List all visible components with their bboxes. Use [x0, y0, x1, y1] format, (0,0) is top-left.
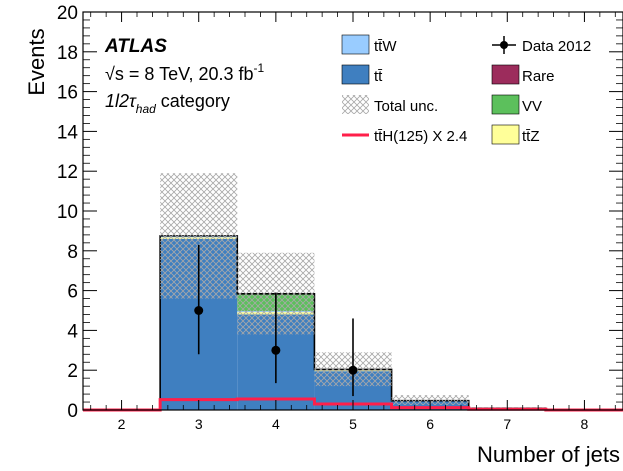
y-tick-label-10: 10 — [57, 202, 78, 223]
y-tick-label-16: 16 — [57, 83, 78, 104]
atlas-label: ATLAS — [104, 36, 167, 57]
legend-label-vv: VV — [522, 98, 542, 115]
data-point-5 — [348, 365, 358, 375]
lumi-exponent: -1 — [254, 61, 265, 75]
axes: 2 3 4 5 6 7 8 0 2 4 6 8 10 12 14 16 18 20 — [57, 3, 623, 432]
legend-marker-data — [500, 41, 508, 49]
data-point-3 — [194, 306, 204, 315]
x-tick-label-7: 7 — [503, 416, 511, 432]
legend-swatch-ttz — [491, 124, 520, 145]
y-tick-label-8: 8 — [67, 242, 78, 263]
x-axis-label: Number of jets — [477, 442, 620, 467]
energy-label: √s = 8 TeV, 20.3 fb-1 — [105, 61, 264, 84]
legend-swatch-vv — [491, 94, 520, 115]
x-tick-label-6: 6 — [426, 416, 434, 432]
data-point-4 — [271, 345, 281, 355]
y-tick-label-6: 6 — [67, 282, 78, 303]
legend-label-ttw: tt̄W — [374, 38, 397, 55]
legend-label-tth: tt̄H(125) X 2.4 — [374, 128, 467, 145]
y-axis-label: Events — [24, 28, 49, 95]
atlas-info: ATLAS √s = 8 TeV, 20.3 fb-1 1l2τhad cate… — [104, 36, 264, 116]
legend-swatch-ttw — [341, 34, 370, 55]
y-tick-label-20: 20 — [57, 3, 78, 24]
legend-label-unc: Total unc. — [374, 98, 438, 115]
legend-label-data: Data 2012 — [522, 38, 591, 55]
y-tick-label-14: 14 — [57, 122, 79, 143]
y-tick-label-2: 2 — [67, 361, 78, 382]
x-tick-label-3: 3 — [195, 416, 203, 432]
x-tick-label-4: 4 — [272, 416, 280, 432]
legend-swatch-rare — [491, 64, 520, 85]
y-tick-label-12: 12 — [57, 162, 78, 183]
legend-label-rare: Rare — [522, 68, 555, 85]
legend-swatch-ttbar — [341, 64, 370, 85]
legend-swatch-unc — [342, 95, 369, 114]
x-tick-label-5: 5 — [349, 416, 357, 432]
category-label: 1l2τhad category — [105, 91, 230, 116]
legend: tt̄W Data 2012 tt̄ Rare Total unc. VV tt… — [341, 34, 591, 145]
data-points — [194, 244, 358, 397]
y-tick-label-4: 4 — [67, 321, 78, 342]
x-tick-label-2: 2 — [118, 416, 126, 432]
legend-label-ttbar: tt̄ — [374, 68, 383, 85]
y-tick-label-0: 0 — [67, 401, 78, 422]
y-tick-label-18: 18 — [57, 43, 78, 64]
legend-label-ttz: tt̄Z — [522, 128, 540, 145]
x-tick-label-8: 8 — [581, 416, 589, 432]
